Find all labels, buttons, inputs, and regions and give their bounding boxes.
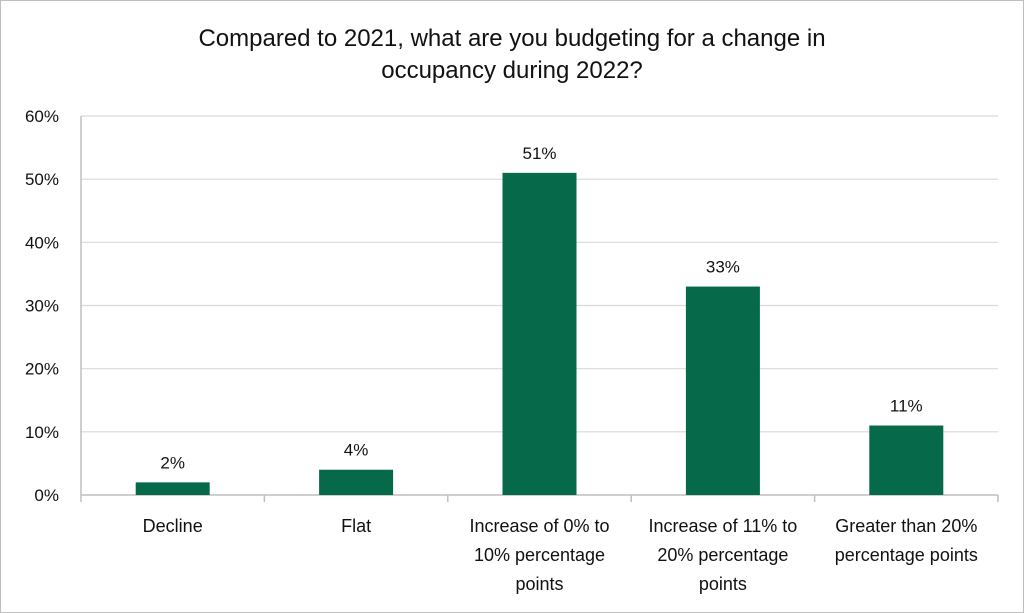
- x-category-label: points: [699, 574, 747, 594]
- x-category-label: Greater than 20%: [835, 516, 977, 536]
- x-category-label: 10% percentage: [474, 545, 605, 565]
- y-tick-label: 10%: [25, 423, 59, 442]
- x-category-label: points: [515, 574, 563, 594]
- x-category-label: Decline: [143, 516, 203, 536]
- y-tick-label: 60%: [25, 107, 59, 126]
- data-label: 33%: [706, 258, 740, 277]
- y-tick-label: 20%: [25, 360, 59, 379]
- bar: [319, 469, 394, 495]
- x-category-label: Flat: [341, 516, 371, 536]
- data-label: 51%: [522, 144, 556, 163]
- y-tick-label: 0%: [34, 486, 59, 505]
- chart-title-line-1: Compared to 2021, what are you budgeting…: [198, 25, 826, 52]
- x-category-label: Increase of 11% to: [649, 516, 798, 536]
- data-label: 2%: [160, 453, 185, 472]
- chart-title: Compared to 2021, what are you budgeting…: [1, 23, 1023, 87]
- data-label: 11%: [890, 397, 923, 416]
- bar: [869, 425, 944, 495]
- x-category-label: 20% percentage: [657, 545, 788, 565]
- y-tick-label: 40%: [25, 233, 59, 252]
- chart-title-line-2: occupancy during 2022?: [381, 57, 643, 84]
- bar: [502, 172, 577, 495]
- bar: [135, 482, 210, 495]
- y-tick-label: 50%: [25, 170, 59, 189]
- x-category-label: Increase of 0% to: [469, 516, 609, 536]
- bar: [685, 286, 760, 495]
- y-tick-label: 30%: [25, 297, 59, 316]
- x-category-label: percentage points: [835, 545, 978, 565]
- data-label: 4%: [344, 441, 369, 460]
